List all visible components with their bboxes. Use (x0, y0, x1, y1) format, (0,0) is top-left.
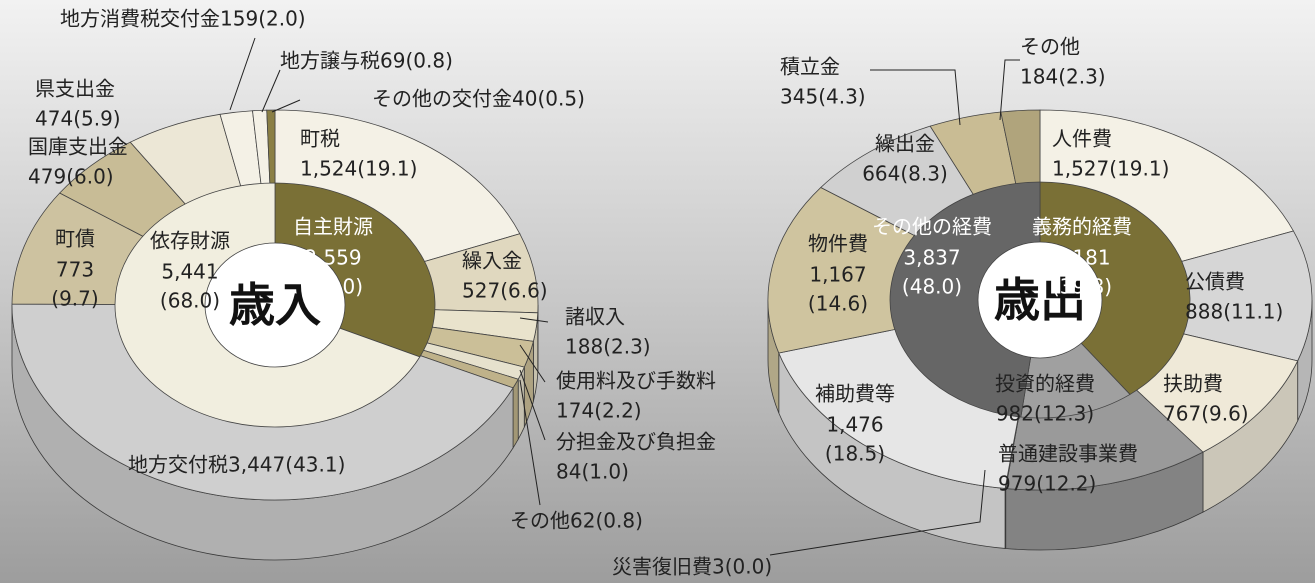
chart: 歳入町税1,524(19.1)繰入金527(6.6)諸収入188(2.3)使用料… (0, 0, 1315, 583)
label: 諸収入 (565, 305, 625, 329)
label: 188 (565, 335, 603, 359)
label: 773 (56, 258, 94, 282)
label: その他の経費 (872, 215, 992, 239)
label: (19.1) (357, 157, 417, 181)
label: (32.0) (303, 275, 363, 299)
label: その他 (1020, 35, 1080, 59)
label: 災害復旧費 (612, 555, 712, 579)
label: (0.5) (537, 87, 584, 111)
label: 繰出金 (875, 132, 935, 156)
label: (2.0) (258, 7, 305, 31)
label: 345 (780, 85, 818, 109)
label: 地方交付税 (128, 453, 228, 477)
label: (1.0) (581, 460, 628, 484)
label: 3,447 (228, 453, 285, 477)
label: 1,167 (809, 263, 866, 287)
label: 自主財源 (293, 215, 373, 239)
label: (9.6) (1201, 402, 1248, 426)
label: 184 (1020, 65, 1058, 89)
label: (5.9) (73, 107, 120, 131)
label: 地方譲与税 (280, 49, 380, 73)
label: 84 (556, 460, 581, 484)
label: (12.3) (1034, 402, 1094, 426)
label: その他の交付金 (372, 87, 512, 111)
label: 174 (556, 399, 594, 423)
label: 補助費等 (815, 382, 895, 406)
label: 5,441 (161, 260, 218, 284)
label: (8.3) (900, 162, 947, 186)
label: (4.3) (818, 85, 865, 109)
label: (6.6) (500, 279, 547, 303)
label: (2.3) (1058, 65, 1105, 89)
label: 3,181 (1053, 246, 1110, 270)
label: 積立金 (780, 55, 840, 79)
label: 888 (1185, 300, 1223, 324)
label: (2.2) (594, 399, 641, 423)
label: 664 (862, 162, 900, 186)
label: (6.0) (66, 165, 113, 189)
label: 479 (28, 165, 66, 189)
label: 982 (996, 402, 1034, 426)
label: 979 (998, 472, 1036, 496)
label: 2,559 (304, 246, 361, 270)
label: (18.5) (825, 442, 885, 466)
label: 40 (512, 87, 537, 111)
label: (14.6) (808, 292, 868, 316)
label: (0.8) (405, 49, 452, 73)
label: 3 (712, 555, 725, 579)
label: 繰入金 (462, 249, 522, 273)
label: 767 (1163, 402, 1201, 426)
label: (2.3) (603, 335, 650, 359)
label: (9.7) (51, 287, 98, 311)
label: 分担金及び負担金 (556, 430, 716, 454)
label: 扶助費 (1163, 372, 1223, 396)
label: (43.1) (285, 453, 345, 477)
label: (19.1) (1109, 157, 1169, 181)
label: 国庫支出金 (28, 135, 128, 159)
label: 1,524 (300, 157, 357, 181)
label: (0.8) (595, 509, 642, 533)
label: (48.0) (902, 275, 962, 299)
label: 人件費 (1052, 127, 1112, 151)
slice-side (513, 379, 518, 448)
label: 1,527 (1052, 157, 1109, 181)
label: 1,476 (826, 413, 883, 437)
label: 投資的経費 (995, 372, 1095, 396)
label: 普通建設事業費 (998, 442, 1138, 466)
label: (11.1) (1223, 300, 1283, 324)
label: (68.0) (160, 289, 220, 313)
label: 159 (220, 7, 258, 31)
label: 義務的経費 (1032, 215, 1132, 239)
label: 使用料及び手数料 (556, 369, 716, 393)
label: (12.2) (1036, 472, 1096, 496)
label: 町税 (300, 127, 340, 151)
label: 県支出金 (35, 77, 115, 101)
label: 3,837 (903, 246, 960, 270)
label: 依存財源 (150, 229, 230, 253)
label: (39.8) (1052, 275, 1112, 299)
label: 69 (380, 49, 405, 73)
label: 公債費 (1185, 270, 1245, 294)
label: 物件費 (808, 232, 868, 256)
label: 62 (570, 509, 595, 533)
label: 地方消費税交付金 (60, 7, 220, 31)
label: 527 (462, 279, 500, 303)
label: (0.0) (725, 555, 772, 579)
label: 町債 (55, 227, 95, 251)
label: その他 (510, 509, 570, 533)
label: 474 (35, 107, 73, 131)
